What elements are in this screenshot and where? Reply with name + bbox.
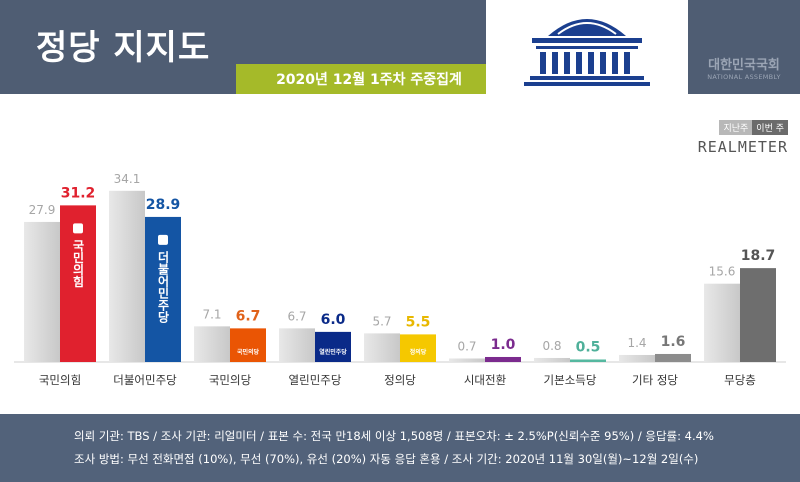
party-logo-label: 더불어민주당 [156, 249, 170, 323]
data-label-prev: 27.9 [29, 203, 56, 217]
bar-prev-week [619, 354, 655, 362]
data-label-current: 31.2 [61, 185, 96, 201]
bar-current-week [570, 359, 606, 362]
footer-line-1: 의뢰 기관: TBS / 조사 기관: 리얼미터 / 표본 수: 전국 만18세… [74, 429, 714, 443]
category-label: 국민의힘 [39, 373, 81, 387]
data-label-prev: 1.4 [627, 336, 646, 350]
data-label-prev: 15.6 [709, 265, 736, 279]
party-logo-mark [73, 223, 83, 234]
bar-prev-week [534, 357, 570, 362]
bar-current-week [485, 356, 521, 362]
party-logo-label: 정의당 [410, 348, 427, 356]
bar-prev-week [279, 328, 315, 362]
survey-period-badge: 2020년 12월 1주차 주중집계 [236, 64, 502, 94]
realmeter-logo: REALMETER [697, 138, 788, 156]
category-label: 시대전환 [464, 373, 507, 387]
bar-current-week [230, 328, 266, 362]
legend-current-week: 이번 주 [752, 120, 788, 135]
data-label-prev: 0.8 [542, 339, 561, 353]
data-label-prev: 5.7 [372, 314, 391, 328]
category-label: 무당층 [724, 373, 756, 387]
bar-current-week [655, 353, 691, 362]
bar-chart: 27.9 31.2 국민의힘 국민의힘 34.1 28.9 더불어민주당 더불어민주당 7.1 6… [0, 94, 800, 406]
header-banner: 정당 지지도 2020년 12월 1주차 주중집계 대한민국국회 NATIONA… [0, 0, 800, 94]
bar-prev-week [449, 358, 485, 362]
legend-prev-week: 지난주 [719, 120, 753, 135]
party-logo-label: 국민의힘 [71, 239, 85, 288]
bar-prev-week [364, 333, 400, 362]
data-label-current: 6.0 [321, 312, 346, 328]
footer-line-2: 조사 방법: 무선 전화면접 (10%), 무선 (70%), 유선 (20%)… [74, 452, 699, 466]
category-label: 국민의당 [209, 373, 252, 387]
party-logo-label: 국민의당 [237, 348, 260, 356]
bar-prev-week [194, 326, 230, 362]
category-label: 기본소득당 [544, 373, 597, 387]
data-label-prev: 7.1 [202, 307, 221, 321]
data-label-prev: 6.7 [287, 309, 306, 323]
assembly-building-icon [524, 19, 650, 86]
bar-prev-week [704, 283, 740, 362]
data-label-prev: 34.1 [114, 172, 141, 186]
survey-footer: 의뢰 기관: TBS / 조사 기관: 리얼미터 / 표본 수: 전국 만18세… [0, 414, 800, 482]
category-label: 열린민주당 [289, 373, 342, 387]
data-label-current: 6.7 [236, 308, 261, 324]
data-label-current: 1.6 [661, 334, 686, 350]
assembly-name-en: NATIONAL ASSEMBLY [707, 73, 781, 81]
national-assembly-logo [486, 0, 688, 94]
data-label-current: 0.5 [576, 339, 601, 355]
page-title: 정당 지지도 [36, 28, 211, 68]
category-label: 기타 정당 [632, 373, 678, 387]
category-label: 더불어민주당 [113, 373, 177, 387]
bar-current-week [315, 331, 351, 362]
bar-current-week [740, 268, 776, 362]
data-label-current: 28.9 [146, 197, 181, 213]
data-label-prev: 0.7 [457, 339, 476, 353]
data-label-current: 18.7 [741, 248, 776, 264]
data-label-current: 5.5 [406, 314, 431, 330]
bar-current-week [400, 334, 436, 362]
assembly-name-ko: 대한민국국회 [708, 58, 780, 73]
party-logo-mark [158, 234, 168, 245]
bar-prev-week [24, 221, 60, 362]
category-label: 정의당 [384, 373, 416, 387]
assembly-caption: 대한민국국회 NATIONAL ASSEMBLY [692, 54, 796, 81]
party-logo-label: 열린민주당 [319, 348, 347, 356]
data-label-current: 1.0 [491, 337, 516, 353]
bar-prev-week [109, 190, 145, 362]
chart-legend: 지난주 이번 주 [719, 120, 788, 135]
